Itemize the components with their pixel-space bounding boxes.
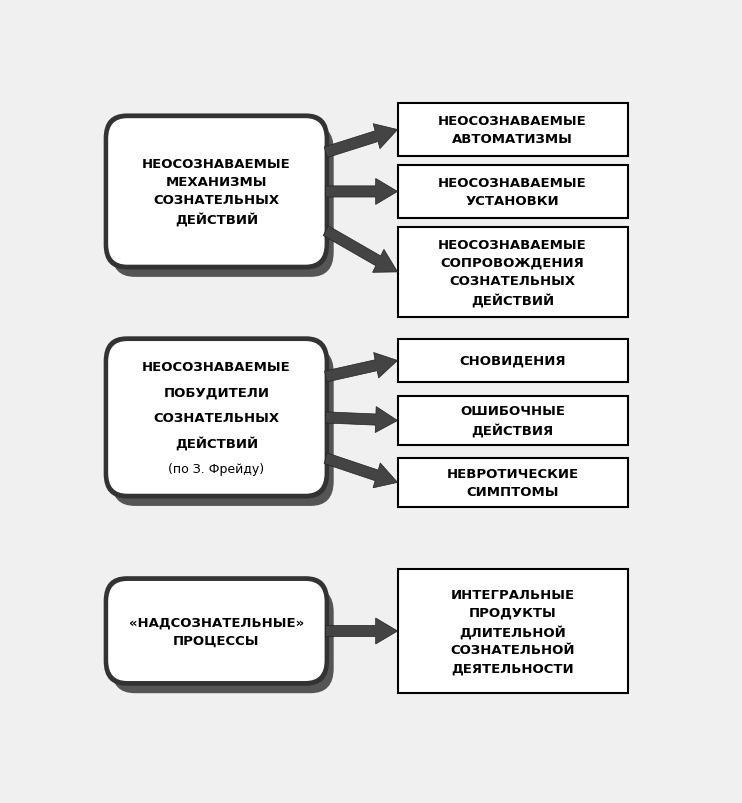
Text: НЕОСОЗНАВАЕМЫЕ: НЕОСОЗНАВАЕМЫЕ xyxy=(142,361,291,373)
FancyBboxPatch shape xyxy=(107,340,326,495)
FancyBboxPatch shape xyxy=(104,114,329,270)
Text: СНОВИДЕНИЯ: СНОВИДЕНИЯ xyxy=(459,354,566,368)
FancyArrow shape xyxy=(326,407,398,433)
Text: НЕОСОЗНАВАЕМЫЕ
АВТОМАТИЗМЫ: НЕОСОЗНАВАЕМЫЕ АВТОМАТИЗМЫ xyxy=(439,115,587,146)
Text: ДЕЙСТВИЙ: ДЕЙСТВИЙ xyxy=(175,437,258,450)
FancyArrow shape xyxy=(326,618,398,644)
FancyBboxPatch shape xyxy=(112,588,334,693)
Text: ПОБУДИТЕЛИ: ПОБУДИТЕЛИ xyxy=(163,385,269,399)
FancyBboxPatch shape xyxy=(107,118,326,267)
FancyArrow shape xyxy=(324,353,398,382)
Text: НЕОСОЗНАВАЕМЫЕ
УСТАНОВКИ: НЕОСОЗНАВАЕМЫЕ УСТАНОВКИ xyxy=(439,177,587,208)
Bar xyxy=(398,228,628,317)
FancyArrow shape xyxy=(324,124,398,158)
Text: НЕВРОТИЧЕСКИЕ
СИМПТОМЫ: НЕВРОТИЧЕСКИЕ СИМПТОМЫ xyxy=(447,467,579,499)
Bar xyxy=(398,396,628,446)
Text: «НАДСОЗНАТЕЛЬНЫЕ»
ПРОЦЕССЫ: «НАДСОЗНАТЕЛЬНЫЕ» ПРОЦЕССЫ xyxy=(129,616,304,646)
Bar xyxy=(398,166,628,218)
FancyArrow shape xyxy=(324,226,398,273)
Text: ОШИБОЧНЫЕ
ДЕЙСТВИЯ: ОШИБОЧНЫЕ ДЕЙСТВИЯ xyxy=(460,405,565,437)
FancyBboxPatch shape xyxy=(104,577,329,686)
Bar xyxy=(398,458,628,507)
FancyBboxPatch shape xyxy=(107,581,326,683)
FancyArrow shape xyxy=(326,179,398,206)
Text: (по З. Фрейду): (по З. Фрейду) xyxy=(168,463,264,475)
FancyBboxPatch shape xyxy=(112,125,334,278)
Text: НЕОСОЗНАВАЕМЫЕ
МЕХАНИЗМЫ
СОЗНАТЕЛЬНЫХ
ДЕЙСТВИЙ: НЕОСОЗНАВАЕМЫЕ МЕХАНИЗМЫ СОЗНАТЕЛЬНЫХ ДЕ… xyxy=(142,158,291,226)
FancyBboxPatch shape xyxy=(104,337,329,499)
FancyBboxPatch shape xyxy=(112,348,334,507)
Bar xyxy=(398,340,628,383)
Bar xyxy=(398,569,628,693)
Text: ИНТЕГРАЛЬНЫЕ
ПРОДУКТЫ
ДЛИТЕЛЬНОЙ
СОЗНАТЕЛЬНОЙ
ДЕЯТЕЛЬНОСТИ: ИНТЕГРАЛЬНЫЕ ПРОДУКТЫ ДЛИТЕЛЬНОЙ СОЗНАТЕ… xyxy=(450,588,575,675)
Text: СОЗНАТЕЛЬНЫХ: СОЗНАТЕЛЬНЫХ xyxy=(154,411,280,424)
FancyArrow shape xyxy=(324,454,398,488)
Bar xyxy=(398,104,628,157)
Text: НЕОСОЗНАВАЕМЫЕ
СОПРОВОЖДЕНИЯ
СОЗНАТЕЛЬНЫХ
ДЕЙСТВИЙ: НЕОСОЗНАВАЕМЫЕ СОПРОВОЖДЕНИЯ СОЗНАТЕЛЬНЫ… xyxy=(439,238,587,307)
